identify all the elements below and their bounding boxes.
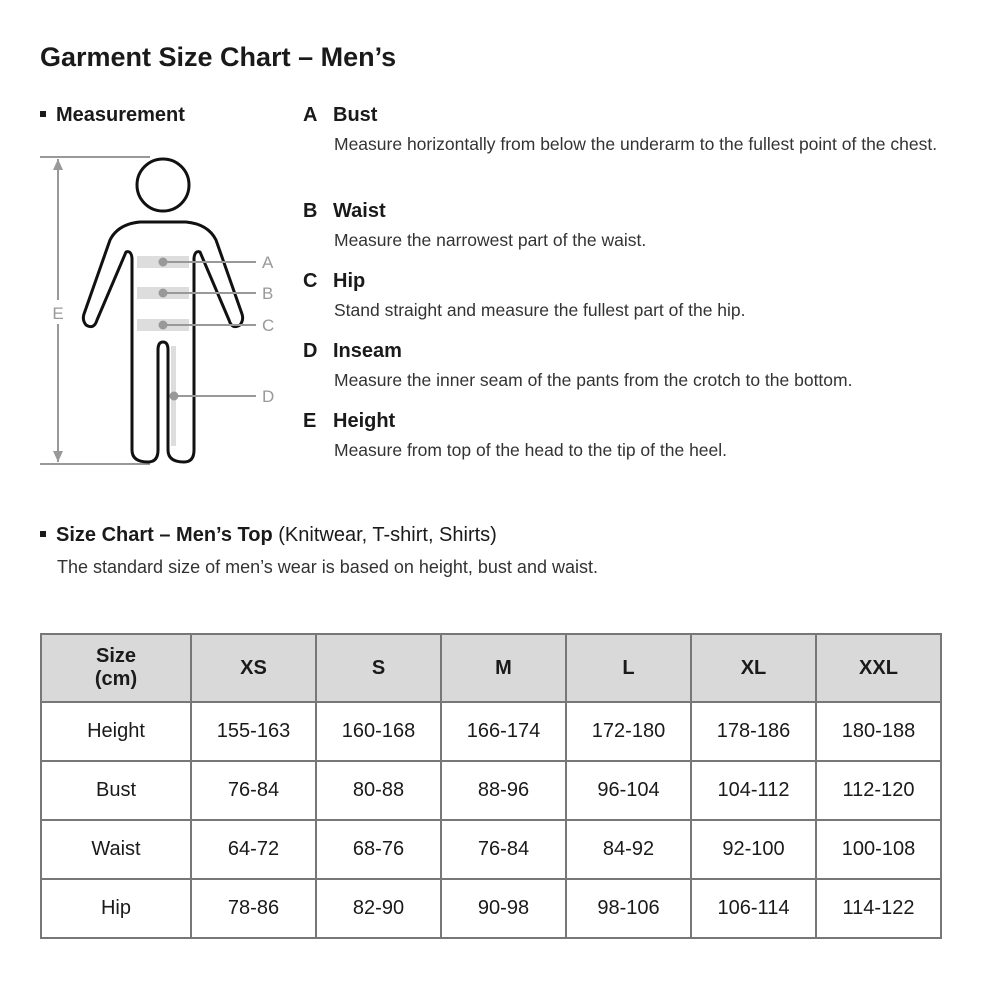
item-name: Waist (333, 200, 386, 222)
table-cell: 180-188 (815, 701, 942, 762)
table-header-row: Size (cm) XS S M L XL XXL (40, 633, 942, 703)
table-cell: 80-88 (315, 760, 442, 821)
header-m: M (440, 633, 567, 703)
item-description: Measure the narrowest part of the waist. (334, 230, 647, 250)
table-cell: 90-98 (440, 878, 567, 939)
item-name: Height (333, 410, 396, 432)
size-table: Size (cm) XS S M L XL XXL Height 155-163 16… (40, 633, 942, 939)
table-cell: 68-76 (315, 819, 442, 880)
table-cell: 104-112 (690, 760, 817, 821)
table-cell: 112-120 (815, 760, 942, 821)
measurement-heading: Measurement (40, 104, 185, 127)
table-cell: 178-186 (690, 701, 817, 762)
table-cell: 155-163 (190, 701, 317, 762)
table-cell: 92-100 (690, 819, 817, 880)
table-row: Hip 78-86 82-90 90-98 98-106 106-114 114-122 (40, 878, 942, 939)
measurement-leaders (158, 257, 256, 401)
measurement-item-waist: B Waist Measure the narrowest part of the … (303, 200, 983, 253)
table-row: Height 155-163 160-168 166-174 172-180 178-18… (40, 701, 942, 762)
item-letter: B (303, 200, 318, 222)
table-cell: 84-92 (565, 819, 692, 880)
measurement-item-bust: A Bust Measure horizontally from below the… (303, 104, 983, 157)
label-d: D (262, 387, 274, 406)
label-e: E (52, 304, 63, 323)
header-size: Size (95, 645, 137, 667)
item-letter: D (303, 340, 318, 362)
table-cell: 166-174 (440, 701, 567, 762)
measurement-item-inseam: D Inseam Measure the inner seam of the pan… (303, 340, 983, 393)
item-description: Stand straight and measure the fullest p… (334, 300, 746, 320)
table-cell: 160-168 (315, 701, 442, 762)
table-cell: 78-86 (190, 878, 317, 939)
item-name: Bust (333, 104, 378, 126)
header-xxl: XXL (815, 633, 942, 703)
header-xs: XS (190, 633, 317, 703)
size-chart-heading-note: (Knitwear, T-shirt, Shirts) (278, 524, 497, 546)
height-dimension (40, 156, 150, 465)
row-label: Waist (40, 819, 192, 880)
item-name: Inseam (333, 340, 402, 362)
label-b: B (262, 284, 273, 303)
measurement-heading-text: Measurement (56, 104, 185, 126)
item-description: Measure horizontally from below the unde… (334, 134, 938, 154)
table-cell: 82-90 (315, 878, 442, 939)
table-cell: 76-84 (440, 819, 567, 880)
header-l: L (565, 633, 692, 703)
item-description: Measure from top of the head to the tip … (334, 440, 728, 460)
table-row: Bust 76-84 80-88 88-96 96-104 104-112 112-120 (40, 760, 942, 821)
measurement-item-hip: C Hip Stand straight and measure the fulle… (303, 270, 983, 323)
table-cell: 76-84 (190, 760, 317, 821)
row-label: Bust (40, 760, 192, 821)
table-cell: 106-114 (690, 878, 817, 939)
header-s: S (315, 633, 442, 703)
head-outline (135, 157, 191, 213)
table-cell: 64-72 (190, 819, 317, 880)
table-cell: 100-108 (815, 819, 942, 880)
row-label: Height (40, 701, 192, 762)
table-cell: 96-104 (565, 760, 692, 821)
size-chart-heading-text: Size Chart – Men’s Top (56, 524, 273, 546)
bullet-icon (40, 530, 46, 537)
table-cell: 114-122 (815, 878, 942, 939)
item-letter: E (303, 410, 317, 432)
table-row: Waist 64-72 68-76 76-84 84-92 92-100 100-108 (40, 819, 942, 880)
item-description: Measure the inner seam of the pants from… (334, 370, 853, 390)
size-chart-subtitle: The standard size of men’s wear is based… (57, 557, 598, 577)
label-c: C (262, 316, 274, 335)
measurement-item-height: E Height Measure from top of the head to t… (303, 410, 983, 463)
header-unit: (cm) (94, 668, 138, 690)
header-xl: XL (690, 633, 817, 703)
item-name: Hip (333, 270, 366, 292)
table-cell: 88-96 (440, 760, 567, 821)
table-cell: 172-180 (565, 701, 692, 762)
row-label: Hip (40, 878, 192, 939)
header-size-cm: Size (cm) (40, 633, 192, 703)
body-measurement-figure: E A B C D (40, 156, 274, 465)
label-a: A (262, 253, 274, 272)
item-letter: A (303, 104, 318, 126)
table-cell: 98-106 (565, 878, 692, 939)
item-letter: C (303, 270, 318, 292)
bullet-icon (40, 110, 46, 117)
body-outline (81, 220, 245, 464)
page-title: Garment Size Chart – Men’s (40, 42, 397, 72)
size-chart-heading: Size Chart – Men’s Top (Knitwear, T-shir… (40, 524, 497, 547)
